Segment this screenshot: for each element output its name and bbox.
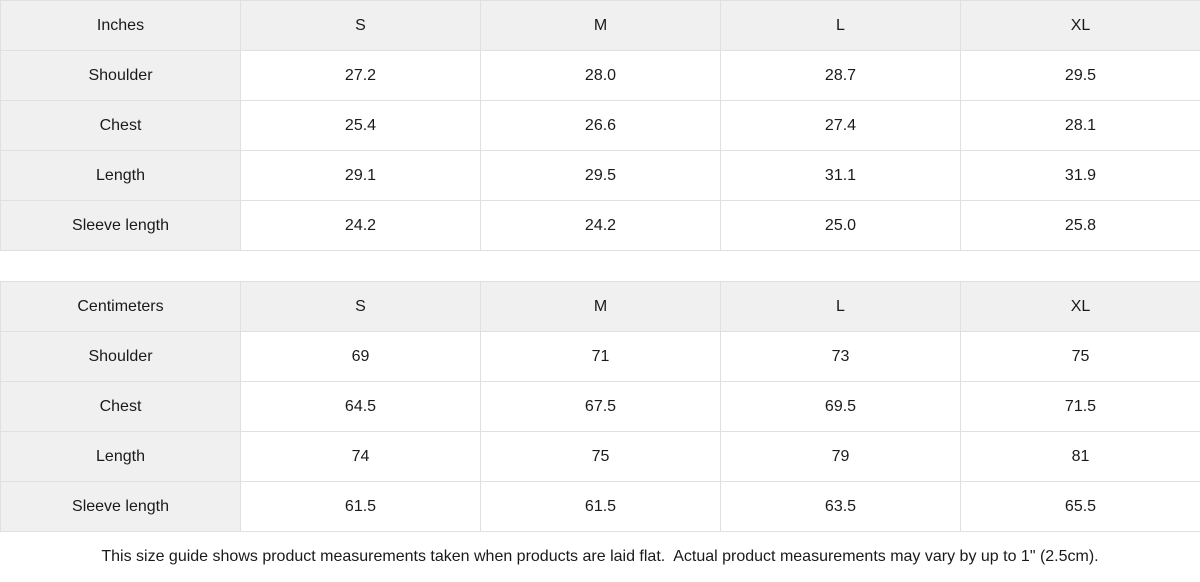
measurement-cell: 28.7 xyxy=(721,51,961,101)
measurement-cell: 69 xyxy=(241,332,481,382)
measurement-cell: 79 xyxy=(721,432,961,482)
row-label-cell: Chest xyxy=(1,101,241,151)
measurement-cell: 24.2 xyxy=(241,201,481,251)
row-label-cell: Chest xyxy=(1,382,241,432)
measurement-cell: 27.4 xyxy=(721,101,961,151)
measurement-cell: 31.1 xyxy=(721,151,961,201)
measurement-cell: 63.5 xyxy=(721,482,961,532)
measurement-cell: 73 xyxy=(721,332,961,382)
measurement-cell: 26.6 xyxy=(481,101,721,151)
row-label-cell: Shoulder xyxy=(1,332,241,382)
measurement-cell: 28.1 xyxy=(961,101,1200,151)
size-column-header: M xyxy=(481,1,721,51)
measurement-cell: 29.5 xyxy=(961,51,1200,101)
size-column-header: S xyxy=(241,282,481,332)
size-column-header: XL xyxy=(961,1,1200,51)
measurement-cell: 75 xyxy=(481,432,721,482)
measurement-cell: 29.1 xyxy=(241,151,481,201)
measurement-cell: 27.2 xyxy=(241,51,481,101)
size-column-header: XL xyxy=(961,282,1200,332)
size-column-header: S xyxy=(241,1,481,51)
measurement-cell: 28.0 xyxy=(481,51,721,101)
measurement-cell: 31.9 xyxy=(961,151,1200,201)
measurement-cell: 65.5 xyxy=(961,482,1200,532)
table-spacer xyxy=(0,251,1200,281)
measurement-cell: 25.8 xyxy=(961,201,1200,251)
measurement-cell: 25.4 xyxy=(241,101,481,151)
row-label-cell: Length xyxy=(1,151,241,201)
row-label-cell: Shoulder xyxy=(1,51,241,101)
measurement-cell: 71.5 xyxy=(961,382,1200,432)
size-guide-note: This size guide shows product measuremen… xyxy=(0,532,1200,582)
measurement-cell: 29.5 xyxy=(481,151,721,201)
unit-header-cell: Inches xyxy=(1,1,241,51)
measurement-cell: 24.2 xyxy=(481,201,721,251)
measurement-cell: 75 xyxy=(961,332,1200,382)
size-column-header: L xyxy=(721,282,961,332)
measurement-cell: 69.5 xyxy=(721,382,961,432)
unit-header-cell: Centimeters xyxy=(1,282,241,332)
row-label-cell: Sleeve length xyxy=(1,201,241,251)
measurement-cell: 71 xyxy=(481,332,721,382)
measurement-cell: 61.5 xyxy=(241,482,481,532)
measurement-cell: 74 xyxy=(241,432,481,482)
row-label-cell: Sleeve length xyxy=(1,482,241,532)
size-column-header: M xyxy=(481,282,721,332)
measurement-cell: 25.0 xyxy=(721,201,961,251)
measurement-cell: 64.5 xyxy=(241,382,481,432)
size-column-header: L xyxy=(721,1,961,51)
measurement-cell: 61.5 xyxy=(481,482,721,532)
measurement-cell: 67.5 xyxy=(481,382,721,432)
row-label-cell: Length xyxy=(1,432,241,482)
measurement-cell: 81 xyxy=(961,432,1200,482)
